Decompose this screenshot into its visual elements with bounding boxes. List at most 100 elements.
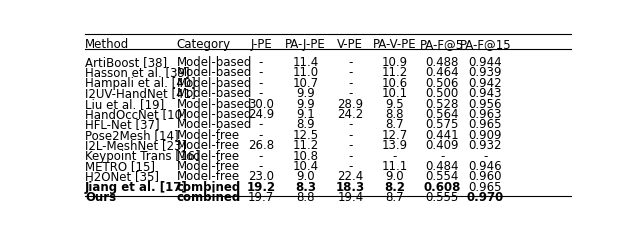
Text: Model-based: Model-based [177, 56, 252, 69]
Text: 0.555: 0.555 [426, 191, 459, 204]
Text: Model-free: Model-free [177, 160, 240, 173]
Text: 0.506: 0.506 [426, 77, 459, 90]
Text: Model-based: Model-based [177, 66, 252, 79]
Text: -: - [259, 118, 263, 131]
Text: 8.8: 8.8 [296, 191, 315, 204]
Text: 9.5: 9.5 [386, 98, 404, 111]
Text: 10.7: 10.7 [292, 77, 319, 90]
Text: 0.960: 0.960 [468, 170, 502, 183]
Text: 10.8: 10.8 [292, 150, 319, 163]
Text: 8.9: 8.9 [296, 118, 315, 131]
Text: 0.554: 0.554 [426, 170, 459, 183]
Text: 0.464: 0.464 [425, 66, 459, 79]
Text: 19.7: 19.7 [248, 191, 274, 204]
Text: -: - [483, 150, 488, 163]
Text: 28.9: 28.9 [337, 98, 364, 111]
Text: -: - [348, 118, 353, 131]
Text: 0.484: 0.484 [426, 160, 459, 173]
Text: -: - [348, 150, 353, 163]
Text: V-PE: V-PE [337, 38, 364, 50]
Text: 0.909: 0.909 [468, 129, 502, 142]
Text: 0.965: 0.965 [468, 181, 502, 194]
Text: 0.488: 0.488 [426, 56, 459, 69]
Text: -: - [259, 56, 263, 69]
Text: 30.0: 30.0 [248, 98, 274, 111]
Text: 9.0: 9.0 [386, 170, 404, 183]
Text: -: - [440, 150, 444, 163]
Text: 11.2: 11.2 [382, 66, 408, 79]
Text: 0.575: 0.575 [426, 118, 459, 131]
Text: 10.9: 10.9 [382, 56, 408, 69]
Text: 8.7: 8.7 [386, 191, 404, 204]
Text: HFL-Net [37]: HFL-Net [37] [85, 118, 159, 131]
Text: 11.4: 11.4 [292, 56, 319, 69]
Text: Model-free: Model-free [177, 150, 240, 163]
Text: H2ONet [35]: H2ONet [35] [85, 170, 159, 183]
Text: Ours: Ours [85, 191, 116, 204]
Text: -: - [348, 129, 353, 142]
Text: 12.5: 12.5 [292, 129, 319, 142]
Text: -: - [348, 139, 353, 152]
Text: -: - [259, 87, 263, 100]
Text: ArtiBoost [38]: ArtiBoost [38] [85, 56, 167, 69]
Text: Model-based: Model-based [177, 98, 252, 111]
Text: 0.500: 0.500 [426, 87, 459, 100]
Text: 8.7: 8.7 [386, 118, 404, 131]
Text: -: - [259, 129, 263, 142]
Text: 8.2: 8.2 [385, 181, 406, 194]
Text: METRO [15]: METRO [15] [85, 160, 155, 173]
Text: 0.409: 0.409 [426, 139, 459, 152]
Text: 0.564: 0.564 [426, 108, 459, 121]
Text: 10.1: 10.1 [382, 87, 408, 100]
Text: Hampali et al. [40]: Hampali et al. [40] [85, 77, 196, 90]
Text: -: - [348, 56, 353, 69]
Text: -: - [348, 160, 353, 173]
Text: Jiang et al. [17]: Jiang et al. [17] [85, 181, 188, 194]
Text: 24.2: 24.2 [337, 108, 364, 121]
Text: -: - [348, 87, 353, 100]
Text: 0.956: 0.956 [468, 98, 502, 111]
Text: 0.939: 0.939 [468, 66, 502, 79]
Text: 8.3: 8.3 [295, 181, 316, 194]
Text: 0.946: 0.946 [468, 160, 502, 173]
Text: 10.4: 10.4 [292, 160, 319, 173]
Text: 0.528: 0.528 [426, 98, 459, 111]
Text: 18.3: 18.3 [336, 181, 365, 194]
Text: Keypoint Trans [16]: Keypoint Trans [16] [85, 150, 200, 163]
Text: Category: Category [177, 38, 231, 50]
Text: -: - [348, 66, 353, 79]
Text: -: - [259, 77, 263, 90]
Text: 9.9: 9.9 [296, 87, 315, 100]
Text: 0.441: 0.441 [425, 129, 459, 142]
Text: Model-free: Model-free [177, 129, 240, 142]
Text: -: - [393, 150, 397, 163]
Text: Model-free: Model-free [177, 170, 240, 183]
Text: PA-V-PE: PA-V-PE [373, 38, 417, 50]
Text: 0.944: 0.944 [468, 56, 502, 69]
Text: -: - [259, 150, 263, 163]
Text: 9.1: 9.1 [296, 108, 315, 121]
Text: Model-free: Model-free [177, 139, 240, 152]
Text: 8.8: 8.8 [386, 108, 404, 121]
Text: 0.932: 0.932 [468, 139, 502, 152]
Text: -: - [259, 160, 263, 173]
Text: PA-J-PE: PA-J-PE [285, 38, 326, 50]
Text: 26.8: 26.8 [248, 139, 274, 152]
Text: 0.943: 0.943 [468, 87, 502, 100]
Text: Pose2Mesh [14]: Pose2Mesh [14] [85, 129, 179, 142]
Text: 13.9: 13.9 [382, 139, 408, 152]
Text: 11.0: 11.0 [292, 66, 319, 79]
Text: 0.942: 0.942 [468, 77, 502, 90]
Text: combined: combined [177, 191, 241, 204]
Text: 0.970: 0.970 [467, 191, 504, 204]
Text: 10.6: 10.6 [382, 77, 408, 90]
Text: Model-based: Model-based [177, 77, 252, 90]
Text: I2UV-HandNet [41]: I2UV-HandNet [41] [85, 87, 196, 100]
Text: 9.0: 9.0 [296, 170, 315, 183]
Text: -: - [348, 77, 353, 90]
Text: PA-F@5: PA-F@5 [420, 38, 464, 50]
Text: 11.1: 11.1 [382, 160, 408, 173]
Text: Model-based: Model-based [177, 87, 252, 100]
Text: 12.7: 12.7 [382, 129, 408, 142]
Text: 19.2: 19.2 [246, 181, 276, 194]
